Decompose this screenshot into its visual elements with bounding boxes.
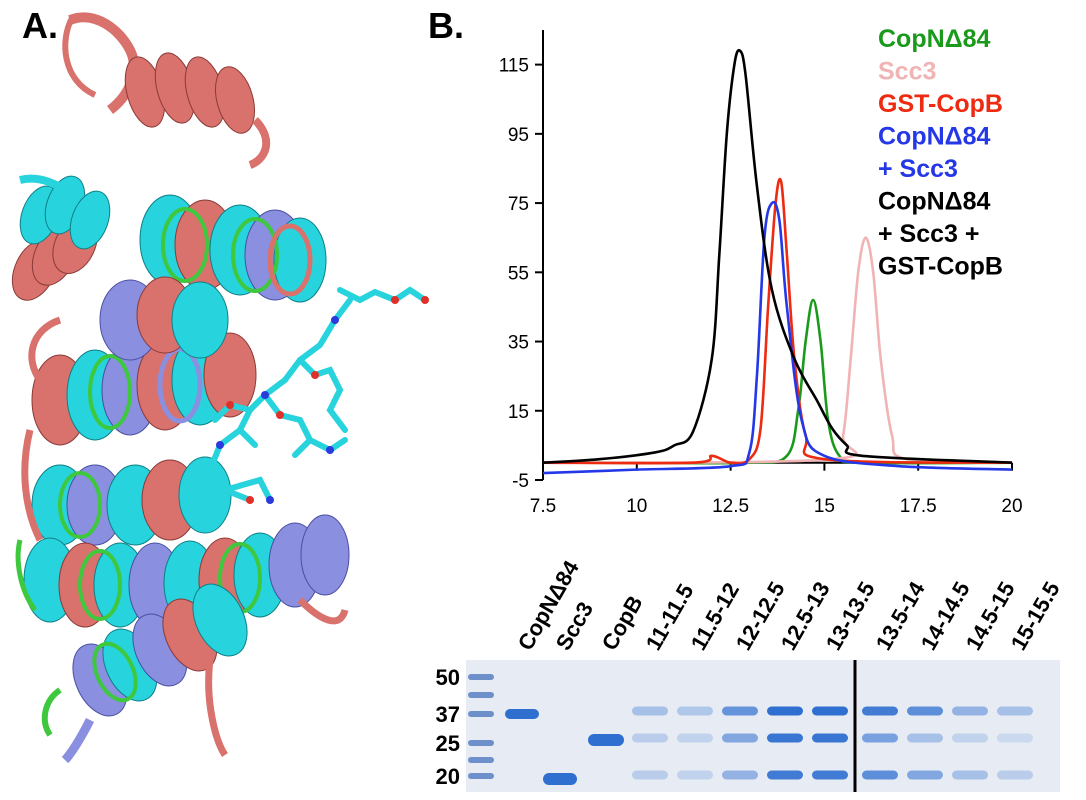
x-tick-label: 10 xyxy=(626,496,647,517)
mw-marker-label: 20 xyxy=(436,764,460,789)
protein-band xyxy=(722,733,758,743)
protein-band xyxy=(952,733,988,743)
legend-entry: CopNΔ84 xyxy=(878,25,991,53)
protein-band xyxy=(862,706,898,716)
protein-band xyxy=(952,706,988,716)
protein-band xyxy=(722,706,758,716)
protein-band xyxy=(812,733,848,743)
x-tick-label: 20 xyxy=(1001,496,1022,517)
protein-band xyxy=(997,706,1033,716)
gel-band-group xyxy=(468,674,1033,785)
protein-band xyxy=(997,733,1033,743)
protein-band xyxy=(632,706,668,716)
mw-marker-label: 37 xyxy=(436,702,460,727)
protein-band xyxy=(632,733,668,743)
legend-entry: GST-CopB xyxy=(878,253,1003,281)
mw-marker-label: 50 xyxy=(436,665,460,690)
y-tick-label: 95 xyxy=(508,125,529,146)
x-tick-label: 17.5 xyxy=(900,496,937,517)
protein-band xyxy=(767,706,803,716)
protein-band xyxy=(632,770,668,780)
protein-band xyxy=(812,770,848,780)
ladder-band xyxy=(468,674,494,680)
protein-band xyxy=(677,770,713,780)
protein-band xyxy=(952,770,988,780)
protein-band xyxy=(677,733,713,743)
gel-background xyxy=(466,660,1060,792)
mw-marker-label: 25 xyxy=(436,731,460,756)
ladder-band xyxy=(468,757,494,763)
x-tick-group: 7.5 10 12.5 15 17.5 20 xyxy=(530,462,1023,517)
protein-band xyxy=(588,734,624,746)
protein-structure-illustration xyxy=(11,12,429,764)
legend-entry: GST-CopB xyxy=(878,90,1003,118)
y-tick-label: 75 xyxy=(508,194,529,215)
chart-legend: CopNΔ84 Scc3 GST-CopB CopNΔ84 + Scc3 CopNΔ84 +… xyxy=(878,25,1003,281)
series-group xyxy=(542,48,1013,475)
mw-marker-labels: 50 37 25 20 xyxy=(436,665,460,789)
y-tick-label: 35 xyxy=(508,333,529,354)
sds-page-gel: 50 37 25 20 CopNΔ84Scc3CopB11-11.511.5-1212… xyxy=(436,556,1065,792)
y-tick-label: 115 xyxy=(499,56,529,77)
ladder-band xyxy=(468,692,494,698)
ladder-band xyxy=(468,740,494,746)
protein-band xyxy=(907,770,943,780)
protein-band xyxy=(543,773,577,785)
x-tick-label: 12.5 xyxy=(712,496,749,517)
y-tick-label: 15 xyxy=(508,402,529,423)
ladder-band xyxy=(468,711,494,717)
protein-band xyxy=(767,770,803,780)
protein-band xyxy=(862,770,898,780)
protein-band xyxy=(677,706,713,716)
protein-band xyxy=(722,770,758,780)
x-tick-label: 7.5 xyxy=(530,496,556,517)
protein-band xyxy=(997,770,1033,780)
series-line-0 xyxy=(543,298,1013,465)
series-line-3 xyxy=(542,200,1013,475)
x-tick-label: 15 xyxy=(814,496,835,517)
protein-band xyxy=(812,706,848,716)
panel-b-label: B. xyxy=(428,5,464,46)
protein-band xyxy=(907,706,943,716)
protein-band xyxy=(767,733,803,743)
protein-band xyxy=(907,733,943,743)
y-tick-group: 115 95 75 55 35 15 -5 xyxy=(499,56,543,492)
protein-band xyxy=(505,709,539,719)
series-line-4 xyxy=(542,48,1013,464)
elution-chart: 115 95 75 55 35 15 -5 7.5 10 12.5 15 17.5 20 CopNΔ8… xyxy=(499,25,1023,517)
legend-entry: CopNΔ84 xyxy=(878,123,991,151)
y-tick-label: -5 xyxy=(512,471,529,492)
legend-entry: CopNΔ84 xyxy=(878,188,991,216)
panel-a-label: A. xyxy=(22,5,58,46)
legend-entry: Scc3 xyxy=(878,58,936,86)
y-tick-label: 55 xyxy=(508,263,529,284)
lane-label: CopB xyxy=(597,591,648,654)
legend-entry: + Scc3 + xyxy=(878,220,979,248)
lane-labels: CopNΔ84Scc3CopB11-11.511.5-1212-12.512.5… xyxy=(513,556,1065,655)
protein-band xyxy=(862,733,898,743)
ladder-band xyxy=(468,773,494,779)
legend-entry: + Scc3 xyxy=(878,155,958,183)
